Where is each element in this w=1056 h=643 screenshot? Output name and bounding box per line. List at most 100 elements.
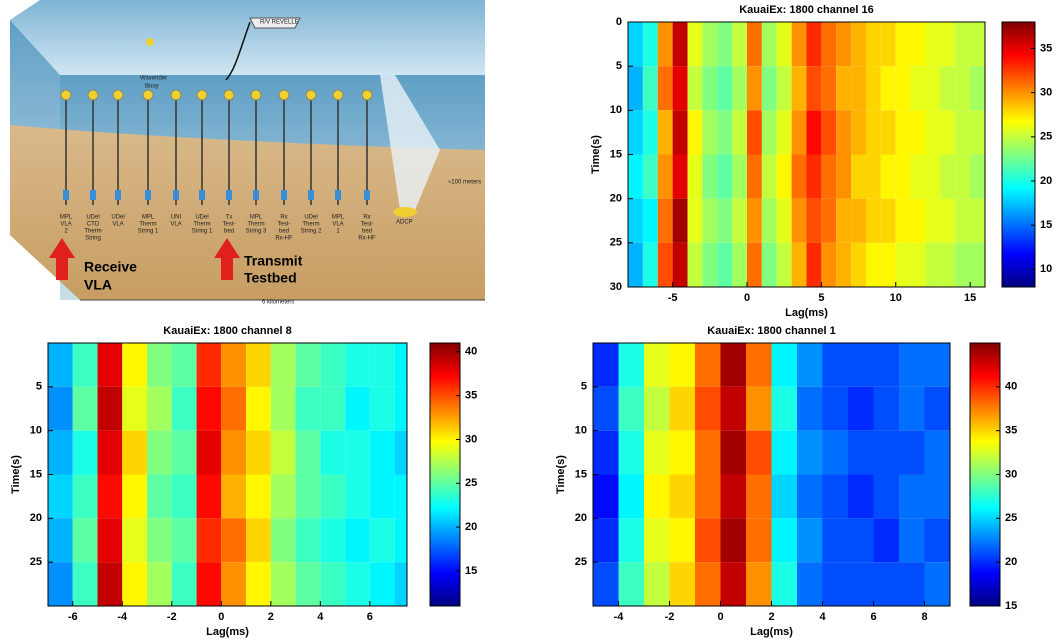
heat-cell (48, 431, 73, 475)
heat-cell (925, 562, 951, 606)
heat-cell (197, 343, 222, 387)
colorbar-tick-label: 10 (1040, 263, 1052, 275)
heat-cell (823, 518, 849, 562)
mooring-label: UDel (304, 215, 317, 221)
heat-cell (172, 518, 197, 562)
heat-cell (926, 243, 941, 287)
heat-cell (823, 343, 849, 387)
heat-cell (221, 431, 246, 475)
heat-cell (955, 155, 970, 199)
heat-cell (762, 66, 777, 110)
x-tick-label: 10 (890, 292, 902, 304)
y-axis-label: Time(s) (10, 455, 22, 494)
heat-cell (874, 431, 900, 475)
figure: R/V REVELLE Waverider Buoy ≈100 meters 6… (0, 0, 1056, 643)
heat-cell (147, 562, 172, 606)
heat-cell (874, 343, 900, 387)
colorbar-tick-label: 25 (1040, 131, 1052, 143)
heat-cell (172, 387, 197, 431)
heat-cell (172, 562, 197, 606)
heat-cell (147, 518, 172, 562)
heat-cell (792, 22, 807, 66)
heat-cell (881, 110, 896, 154)
heat-cell (970, 66, 985, 110)
heat-cell (702, 155, 717, 199)
mooring-label: bed (279, 229, 289, 235)
heat-cell (628, 110, 643, 154)
heat-cell (619, 475, 645, 519)
instrument (145, 190, 151, 200)
heat-cell (122, 343, 147, 387)
heat-cell (673, 243, 688, 287)
x-tick-label: 6 (870, 611, 876, 623)
heat-cell (593, 475, 619, 519)
mooring-label: VLA (170, 222, 181, 228)
mooring-label: Rx-HF (275, 236, 293, 242)
heat-cell (271, 562, 296, 606)
instrument (364, 190, 370, 200)
heat-cell (970, 243, 985, 287)
colorbar-tick-label: 15 (465, 565, 477, 577)
heat-cell (926, 110, 941, 154)
heat-cell (881, 199, 896, 243)
heat-cell (866, 110, 881, 154)
y-axis-label: Time(s) (555, 455, 567, 494)
heat-cell (899, 475, 925, 519)
heat-cell (746, 387, 772, 431)
heat-cell (619, 387, 645, 431)
heat-cell (658, 22, 673, 66)
heat-cell (147, 343, 172, 387)
heat-cell (395, 387, 407, 431)
adcp-label: ADCP (396, 220, 413, 226)
heat-cell (899, 431, 925, 475)
instrument (90, 190, 96, 200)
heat-cell (911, 155, 926, 199)
heat-cell (874, 562, 900, 606)
heat-cell (320, 343, 345, 387)
heat-cell (345, 518, 370, 562)
heat-cell (762, 155, 777, 199)
heat-cell (807, 155, 822, 199)
heat-cell (911, 243, 926, 287)
heat-cell (881, 155, 896, 199)
heat-cell (970, 110, 985, 154)
heat-cell (695, 343, 721, 387)
heat-cell (717, 199, 732, 243)
heat-cell (197, 475, 222, 519)
heat-cell (866, 22, 881, 66)
heat-cell (747, 22, 762, 66)
heat-cell (797, 343, 823, 387)
heat-cell (836, 22, 851, 66)
heat-cell (717, 110, 732, 154)
heat-cell (619, 518, 645, 562)
mooring-label: Test- (222, 222, 235, 228)
heat-cell (320, 518, 345, 562)
mooring-label: UDel (86, 215, 99, 221)
heat-cell (797, 475, 823, 519)
heat-cell (658, 199, 673, 243)
instrument (226, 190, 232, 200)
heat-cell (955, 199, 970, 243)
heat-cell (271, 431, 296, 475)
heat-cell (197, 562, 222, 606)
heat-cell (777, 22, 792, 66)
heat-cell (772, 562, 798, 606)
heat-cell (821, 155, 836, 199)
heat-cell (797, 562, 823, 606)
heat-cell (881, 243, 896, 287)
heat-cell (772, 518, 798, 562)
heat-cell (271, 387, 296, 431)
y-axis-label: Time(s) (590, 135, 602, 174)
heat-cell (717, 243, 732, 287)
heat-cell (122, 475, 147, 519)
mooring-label: CTD (87, 222, 100, 228)
heat-cell (296, 387, 321, 431)
x-tick-label: -2 (665, 611, 675, 623)
heat-cell (628, 66, 643, 110)
mooring-label: VLA (60, 222, 71, 228)
heat-cell (73, 475, 98, 519)
heat-cell (172, 475, 197, 519)
heat-cell (395, 475, 407, 519)
heat-cell (792, 243, 807, 287)
heat-cell (296, 562, 321, 606)
